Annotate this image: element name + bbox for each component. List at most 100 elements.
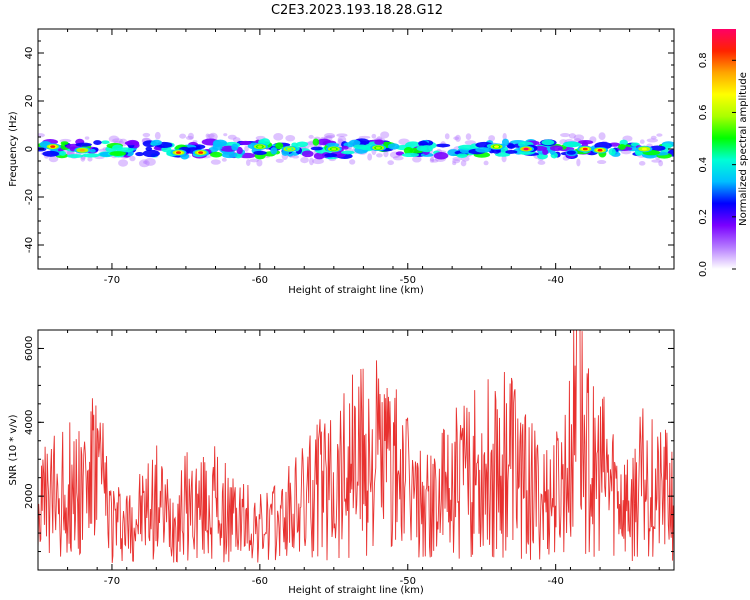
spectrum-blob [568, 133, 577, 139]
spectrum-blob [205, 133, 210, 139]
spectrum-blob [142, 149, 160, 158]
spectrum-blob [145, 146, 153, 151]
spectrum-blob [93, 140, 102, 145]
x-tick-label: -70 [104, 275, 120, 286]
spectrum-blob [89, 148, 96, 153]
y-tick-label: -40 [24, 237, 35, 253]
spectrum-blob [433, 152, 449, 160]
spectrum-blob [244, 145, 249, 152]
spectrum-blob [387, 143, 400, 150]
spectrum-blob [383, 150, 389, 158]
spectrum-blob [108, 135, 120, 143]
spectrum-blob [566, 150, 576, 155]
spectrum-blob [542, 149, 549, 156]
spectrum-blob [236, 146, 243, 155]
spectrogram-ticks: -70 -60 -50 -40 -40 -20 0 20 40 [24, 28, 674, 286]
spectrum-blob [435, 143, 451, 148]
spectrum-blob [275, 158, 284, 163]
x-tick-label: -70 [104, 576, 120, 587]
spectrum-blob [505, 150, 518, 154]
spectrum-blob [374, 139, 385, 146]
spectrum-blob [403, 146, 414, 155]
spectrum-blob [412, 156, 422, 163]
spectrum-blob [312, 138, 320, 146]
spectrum-blob [460, 160, 467, 167]
spectrum-blob [310, 146, 323, 151]
spectrum-blob [336, 133, 348, 137]
spectrum-blob [309, 157, 314, 166]
spectrum-blob [142, 132, 151, 138]
spectrum-blob [270, 147, 278, 155]
spectrum-blob [210, 151, 223, 158]
spectrum-blob [488, 135, 496, 142]
spectrum-blob [455, 134, 461, 142]
spectrum-blob [101, 140, 110, 145]
spectrogram-panel: -70 -60 -50 -40 -40 -20 0 20 40 Height of straig… [8, 28, 675, 296]
spectrum-hotspot [523, 147, 529, 151]
spectrum-blob [392, 155, 404, 161]
spectrum-blob [249, 158, 259, 163]
spectrum-blob [48, 155, 59, 163]
y-tick-label: 6000 [24, 336, 35, 361]
spectrum-blob [380, 131, 390, 139]
snr-series-line [38, 330, 674, 563]
spectrum-blob [231, 143, 239, 151]
spectrum-blob [154, 131, 161, 140]
colorbar: 0.0 0.2 0.4 0.6 0.8 Normalized spectral ampl… [698, 29, 749, 277]
spectrum-blob [187, 132, 194, 140]
snr-ticks: -70 -60 -50 -40 2000 4000 6000 [24, 329, 674, 587]
spectrum-blob [598, 132, 606, 140]
spectrum-blob [502, 132, 507, 141]
spectrum-blob [84, 136, 90, 140]
spectrum-blob [301, 150, 314, 158]
spectrum-blob [573, 134, 585, 142]
y-tick-label: 2000 [24, 483, 35, 508]
colorbar-tick-label: 0.0 [698, 261, 709, 277]
spectrum-blob [60, 141, 69, 145]
spectrum-hotspot [257, 145, 263, 148]
spectrum-blob [465, 133, 472, 141]
spectrum-blob [447, 149, 460, 157]
spectrum-blob [118, 159, 129, 167]
spectrum-blob [239, 140, 252, 146]
spectrum-hotspot [375, 146, 381, 150]
spectrum-blob [87, 156, 93, 162]
spectrum-blob [256, 159, 263, 167]
spectrum-blob [253, 150, 267, 156]
spectrum-blob [212, 143, 223, 151]
snr-marks [38, 330, 674, 563]
spectrum-blob [431, 159, 439, 163]
y-tick-label: 20 [24, 95, 35, 108]
spectrum-blob [429, 157, 435, 162]
spectrum-blob [501, 155, 507, 163]
spectrum-blob [483, 160, 489, 166]
spectrum-blob [452, 161, 457, 166]
spectrum-blob [651, 159, 662, 163]
spectrum-blob [129, 155, 136, 162]
spectrum-blob [207, 133, 215, 138]
spectrum-hotspot [494, 145, 500, 148]
spectrum-blob [353, 144, 369, 150]
y-tick-label: 4000 [24, 410, 35, 435]
colorbar-tick-label: 0.6 [698, 105, 709, 121]
x-tick-label: -50 [400, 576, 416, 587]
spectrum-hotspot [641, 147, 647, 151]
x-tick-label: -40 [548, 275, 564, 286]
spectrum-blob [221, 151, 238, 159]
snr-panel: -70 -60 -50 -40 2000 4000 6000 Height of strai… [8, 329, 675, 596]
spectrum-blob [324, 133, 336, 139]
spectrogram-marks [38, 131, 674, 168]
spectrum-blob [142, 160, 148, 164]
spectrum-blob [75, 142, 92, 147]
spectrum-blob [376, 153, 383, 158]
spectrum-blob [475, 147, 491, 153]
snr-ylabel: SNR (10 * v/v) [8, 414, 19, 485]
spectrum-blob [179, 133, 187, 139]
x-tick-label: -60 [252, 576, 268, 587]
spectrum-blob [444, 133, 450, 140]
spectrum-blob [300, 156, 309, 164]
spectrum-hotspot [286, 147, 292, 151]
spectrum-blob [639, 139, 645, 144]
spectrum-blob [308, 134, 314, 139]
